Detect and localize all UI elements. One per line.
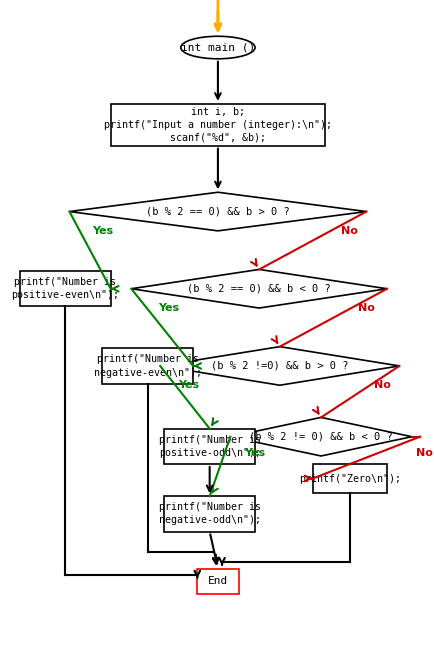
Text: No: No — [342, 226, 358, 236]
Polygon shape — [132, 269, 387, 308]
Text: Yes: Yes — [244, 447, 266, 458]
FancyBboxPatch shape — [20, 271, 111, 306]
FancyBboxPatch shape — [197, 568, 239, 594]
Text: printf("Number is
positive-odd\n");: printf("Number is positive-odd\n"); — [159, 435, 261, 458]
Text: Yes: Yes — [92, 226, 113, 236]
Text: printf("Number is
negative-odd\n");: printf("Number is negative-odd\n"); — [159, 502, 261, 525]
Text: Yes: Yes — [178, 380, 200, 390]
Text: printf("Zero\n");: printf("Zero\n"); — [299, 473, 401, 484]
Text: (b % 2 == 0) && b < 0 ?: (b % 2 == 0) && b < 0 ? — [187, 284, 331, 294]
Text: (b % 2 != 0) && b < 0 ?: (b % 2 != 0) && b < 0 ? — [249, 432, 393, 442]
Text: No: No — [375, 380, 391, 390]
Polygon shape — [69, 192, 366, 231]
Text: No: No — [358, 303, 375, 313]
FancyBboxPatch shape — [164, 496, 255, 531]
Text: int main (): int main () — [181, 42, 255, 53]
FancyBboxPatch shape — [164, 428, 255, 464]
FancyBboxPatch shape — [102, 348, 193, 383]
FancyBboxPatch shape — [313, 464, 387, 493]
Text: No: No — [416, 447, 433, 458]
FancyBboxPatch shape — [111, 104, 325, 146]
Text: Yes: Yes — [158, 303, 179, 313]
Text: End: End — [208, 576, 228, 587]
Text: printf("Number is
positive-even\n");: printf("Number is positive-even\n"); — [11, 277, 119, 300]
Text: int i, b;
printf("Input a number (integer):\n");
scanf("%d", &b);: int i, b; printf("Input a number (intege… — [104, 106, 332, 143]
Text: (b % 2 !=0) && b > 0 ?: (b % 2 !=0) && b > 0 ? — [211, 361, 349, 371]
Ellipse shape — [181, 36, 255, 59]
Polygon shape — [160, 346, 399, 385]
Text: printf("Number is
negative-even\n");: printf("Number is negative-even\n"); — [94, 354, 202, 378]
Polygon shape — [230, 417, 412, 456]
Text: (b % 2 == 0) && b > 0 ?: (b % 2 == 0) && b > 0 ? — [146, 207, 290, 216]
